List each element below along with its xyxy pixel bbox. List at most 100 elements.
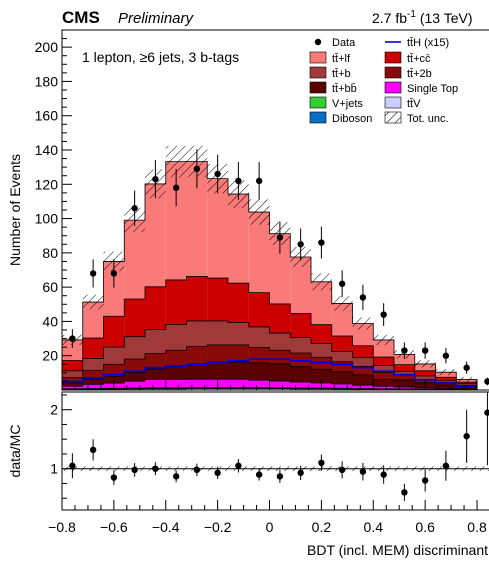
legend-data-marker (314, 38, 322, 46)
legend-swatch-ttlf (309, 51, 327, 64)
stack-bar-singletop (62, 386, 83, 390)
ratio-point (193, 466, 201, 474)
data-point (484, 378, 489, 385)
y-tick-label: 60 (42, 279, 58, 295)
stack-bar-ttv (186, 388, 208, 390)
experiment-label: CMS (62, 8, 100, 27)
legend-label: tt̄+lf (332, 53, 351, 65)
ratio-y-tick-label: 2 (50, 402, 58, 418)
ratio-point (484, 409, 489, 416)
y-tick-label: 200 (35, 39, 59, 55)
ratio-point (318, 459, 325, 466)
ratio-point (421, 477, 429, 484)
uncertainty-band-bin (82, 294, 104, 310)
stack-bar-ttv (248, 388, 270, 390)
uncertainty-band-bin (456, 376, 478, 383)
y-tick-label: 20 (42, 348, 58, 364)
stack-bar-singletop (228, 379, 249, 390)
data-point (235, 177, 242, 185)
data-point (463, 364, 470, 371)
stack-bar-singletop (165, 379, 187, 390)
x-tick-label: −0.6 (100, 519, 128, 535)
stack-bar-singletop (373, 386, 395, 390)
ratio-point (131, 466, 138, 474)
x-axis: −0.8 −0.6 −0.4 −0.2 0 0.2 0.4 0.6 0.8 (48, 380, 487, 535)
data-point (318, 239, 325, 246)
data-point (172, 184, 180, 191)
ratio-point (89, 446, 97, 454)
stack-bar-singletop (269, 381, 291, 390)
legend: Data tt̄H (x15) tt̄+lf tt̄+cc̄ tt̄+b tt̄+2b tt… (309, 37, 458, 125)
lumi-value: 2.7 fb (372, 10, 407, 26)
data-point (152, 175, 159, 183)
stack-bar-ttv (269, 388, 291, 390)
ratio-point (359, 468, 367, 475)
legend-label: V+jets (332, 98, 363, 110)
main-y-axis: 20 40 60 80 100 120 140 160 180 200 (35, 29, 72, 391)
stack-bar-singletop (248, 380, 270, 390)
lumi-label: 2.7 fb-1 (13 TeV) (372, 9, 473, 26)
uncertainty-band-bin (414, 360, 436, 368)
x-tick-label: 0.4 (364, 519, 384, 535)
uncertainty-band-bin (311, 273, 332, 291)
y-tick-label: 180 (35, 73, 59, 89)
ratio-point (380, 471, 387, 478)
stack-bar-singletop (82, 384, 104, 390)
stack-bar-singletop (290, 382, 312, 390)
stack-bar-ttv (228, 388, 249, 390)
data-point (401, 347, 408, 354)
data-point (442, 352, 450, 359)
x-tick-label: 0.2 (312, 519, 332, 535)
legend-label: Diboson (332, 113, 372, 125)
data-point (255, 177, 263, 185)
uncertainty-band-bin (352, 317, 374, 330)
y-tick-label: 160 (35, 108, 59, 124)
ratio-point (297, 469, 304, 477)
data-points-layer (69, 149, 489, 386)
ratio-point (235, 462, 242, 469)
x-tick-label: 0.8 (467, 519, 487, 535)
legend-label: tt̄+2b (407, 68, 432, 80)
uncertainty-band-bin (373, 334, 395, 346)
ratio-point (338, 466, 346, 474)
ratio-point (442, 462, 450, 469)
data-point (110, 270, 118, 277)
y-tick-label: 80 (42, 245, 58, 261)
stack-bar-ttbb (435, 385, 457, 390)
legend-swatch-ttbb (309, 81, 327, 94)
ratio-y-axis-title: data/MC (7, 425, 23, 478)
lumi-exponent: -1 (407, 9, 416, 20)
legend-label: Single Top (407, 83, 458, 95)
legend-swatch-tt2b (384, 66, 402, 79)
legend-swatch-diboson (309, 111, 327, 124)
ratio-y-tick-label: 1 (50, 461, 58, 477)
stack-bar-ttbb (394, 380, 415, 390)
stack-bar-singletop (145, 379, 166, 390)
uncertainty-band-bin (165, 145, 187, 178)
stack-bar-ttv (124, 388, 146, 390)
y-axis-title: Number of Events (7, 154, 23, 266)
stack-outline-ttv (61, 388, 478, 391)
legend-label: Tot. unc. (407, 113, 449, 125)
stack-bar-singletop (352, 385, 374, 390)
ratio-point (172, 473, 180, 480)
stack-outline-ttb (61, 320, 478, 390)
ratio-point (255, 471, 263, 478)
data-point (69, 335, 76, 342)
ratio-point (110, 474, 118, 481)
stack-bar-ttv (290, 388, 312, 390)
data-point (421, 347, 429, 354)
category-label: 1 lepton, ≥6 jets, 3 b-tags (82, 49, 239, 65)
stack-bar-singletop (331, 384, 353, 390)
tth-line-layer (62, 358, 478, 388)
legend-swatch-ttb (309, 66, 327, 79)
data-point (380, 311, 387, 318)
data-point (89, 270, 97, 277)
status-label: Preliminary (118, 10, 195, 27)
y-tick-label: 140 (35, 142, 59, 158)
uncertainty-band-bin (331, 296, 353, 311)
legend-label: tt̄+bb̄ (332, 82, 357, 95)
data-point (297, 241, 304, 248)
ratio-panel: 12 (50, 392, 489, 501)
